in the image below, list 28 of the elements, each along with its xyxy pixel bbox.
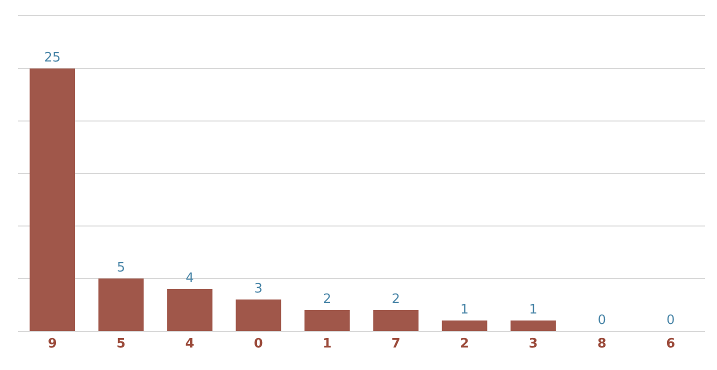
x-tick-label: 4	[185, 336, 194, 352]
bar	[442, 320, 488, 331]
data-label: 0	[666, 313, 675, 328]
data-label: 2	[392, 292, 400, 307]
bar	[510, 320, 556, 331]
x-tick-label: 9	[48, 336, 57, 352]
data-label: 25	[44, 50, 61, 66]
x-tick-label: 3	[528, 336, 538, 352]
x-tick-label: 7	[391, 336, 400, 352]
bar	[98, 278, 144, 331]
data-label: 1	[529, 302, 538, 318]
bar	[167, 289, 212, 331]
x-tick-label: 2	[460, 336, 470, 352]
bar	[304, 310, 350, 331]
x-tick-label: 8	[597, 336, 606, 352]
x-tick-label: 6	[666, 336, 676, 352]
bar	[236, 300, 282, 331]
x-tick-label: 1	[322, 336, 332, 352]
x-tick-label: 5	[116, 336, 126, 352]
data-label: 2	[323, 292, 332, 307]
data-label: 0	[598, 313, 606, 328]
bar	[373, 310, 419, 331]
data-label: 4	[186, 271, 194, 286]
data-label: 1	[460, 302, 469, 318]
data-label: 3	[254, 282, 263, 296]
data-label: 5	[116, 260, 126, 276]
bar	[30, 68, 76, 331]
x-tick-label: 0	[254, 336, 263, 352]
